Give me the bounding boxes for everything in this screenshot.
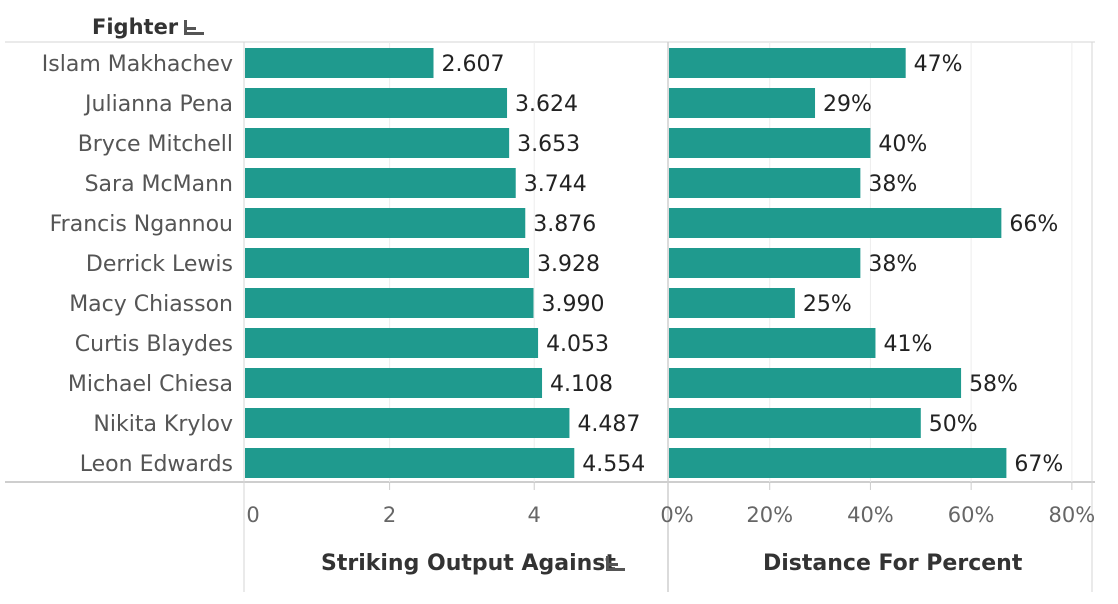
fighter-row[interactable]: Francis Ngannou 3.876 66% bbox=[50, 208, 1059, 238]
fighter-row[interactable]: Leon Edwards 4.554 67% bbox=[80, 448, 1064, 478]
value-label: 50% bbox=[929, 412, 978, 437]
sort-descending-icon[interactable] bbox=[606, 556, 625, 571]
value-label: 3.624 bbox=[515, 92, 578, 117]
distance-bar[interactable] bbox=[669, 408, 921, 438]
fighter-name-label: Bryce Mitchell bbox=[78, 132, 233, 157]
distance-bar[interactable] bbox=[669, 88, 816, 118]
fighter-name-label: Sara McMann bbox=[85, 172, 233, 197]
value-label: 67% bbox=[1014, 452, 1063, 477]
striking-bar[interactable] bbox=[245, 48, 434, 78]
fighter-name-label: Curtis Blaydes bbox=[75, 332, 233, 357]
value-label: 2.607 bbox=[442, 52, 505, 77]
fighter-name-label: Francis Ngannou bbox=[50, 212, 233, 237]
value-label: 40% bbox=[878, 132, 927, 157]
tick-label: 0 bbox=[246, 503, 259, 527]
sort-descending-icon[interactable] bbox=[184, 20, 204, 35]
value-label: 3.990 bbox=[542, 292, 605, 317]
striking-bar[interactable] bbox=[245, 208, 526, 238]
value-label: 4.487 bbox=[577, 412, 640, 437]
fighter-row[interactable]: Islam Makhachev 2.607 47% bbox=[42, 48, 963, 78]
fighter-name-label: Islam Makhachev bbox=[42, 52, 233, 77]
value-label: 66% bbox=[1009, 212, 1058, 237]
fighter-row[interactable]: Curtis Blaydes 4.053 41% bbox=[75, 328, 933, 358]
value-label: 4.554 bbox=[582, 452, 645, 477]
value-label: 38% bbox=[868, 252, 917, 277]
value-label: 38% bbox=[868, 172, 917, 197]
fighter-name-label: Nikita Krylov bbox=[93, 412, 233, 437]
striking-bar[interactable] bbox=[245, 248, 530, 278]
distance-bar[interactable] bbox=[669, 448, 1007, 478]
value-label: 3.876 bbox=[533, 212, 596, 237]
distance-bar[interactable] bbox=[669, 48, 906, 78]
value-label: 47% bbox=[914, 52, 963, 77]
value-label: 29% bbox=[823, 92, 872, 117]
striking-bar[interactable] bbox=[245, 408, 570, 438]
value-label: 3.653 bbox=[517, 132, 580, 157]
tick-label: 0% bbox=[660, 503, 693, 527]
value-label: 25% bbox=[803, 292, 852, 317]
fighter-rows: Islam Makhachev 2.607 47% Julianna Pena 3.62… bbox=[42, 48, 1064, 478]
fighter-name-label: Leon Edwards bbox=[80, 452, 233, 477]
distance-bar[interactable] bbox=[669, 168, 861, 198]
distance-bar[interactable] bbox=[669, 288, 795, 318]
tick-label: 20% bbox=[746, 503, 793, 527]
striking-bar[interactable] bbox=[245, 328, 539, 358]
striking-bar[interactable] bbox=[245, 168, 516, 198]
distance-bar[interactable] bbox=[669, 328, 876, 358]
fighter-row[interactable]: Bryce Mitchell 3.653 40% bbox=[78, 128, 928, 158]
fighter-name-label: Derrick Lewis bbox=[86, 252, 233, 277]
distance-bar[interactable] bbox=[669, 128, 871, 158]
distance-bar[interactable] bbox=[669, 368, 962, 398]
tick-label: 40% bbox=[847, 503, 894, 527]
striking-bar[interactable] bbox=[245, 288, 534, 318]
striking-bar[interactable] bbox=[245, 128, 510, 158]
axis-title-distance: Distance For Percent bbox=[763, 551, 1023, 576]
fighter-row[interactable]: Julianna Pena 3.624 29% bbox=[83, 88, 872, 118]
axis-ticks: 0 2 4 0% 20% 40% 60% 80% bbox=[246, 482, 1095, 527]
dimension-header[interactable]: Fighter bbox=[92, 15, 179, 39]
fighter-row[interactable]: Derrick Lewis 3.928 38% bbox=[86, 248, 917, 278]
value-label: 58% bbox=[969, 372, 1018, 397]
value-label: 4.108 bbox=[550, 372, 613, 397]
distance-bar[interactable] bbox=[669, 248, 861, 278]
fighter-row[interactable]: Sara McMann 3.744 38% bbox=[85, 168, 918, 198]
tick-label: 2 bbox=[383, 503, 396, 527]
tick-label: 4 bbox=[528, 503, 541, 527]
fighter-name-label: Julianna Pena bbox=[83, 92, 233, 117]
striking-bar[interactable] bbox=[245, 368, 543, 398]
value-label: 3.744 bbox=[524, 172, 587, 197]
tick-label: 80% bbox=[1049, 503, 1096, 527]
fighter-row[interactable]: Nikita Krylov 4.487 50% bbox=[93, 408, 978, 438]
value-label: 41% bbox=[883, 332, 932, 357]
fighter-row[interactable]: Michael Chiesa 4.108 58% bbox=[68, 368, 1018, 398]
fighter-name-label: Michael Chiesa bbox=[68, 372, 233, 397]
striking-bar[interactable] bbox=[245, 448, 575, 478]
distance-bar[interactable] bbox=[669, 208, 1002, 238]
value-label: 3.928 bbox=[537, 252, 600, 277]
striking-bar[interactable] bbox=[245, 88, 508, 118]
axis-title-striking[interactable]: Striking Output Against bbox=[321, 551, 616, 576]
tick-label: 60% bbox=[948, 503, 995, 527]
fighter-row[interactable]: Macy Chiasson 3.990 25% bbox=[69, 288, 852, 318]
fighter-name-label: Macy Chiasson bbox=[69, 292, 233, 317]
value-label: 4.053 bbox=[546, 332, 609, 357]
